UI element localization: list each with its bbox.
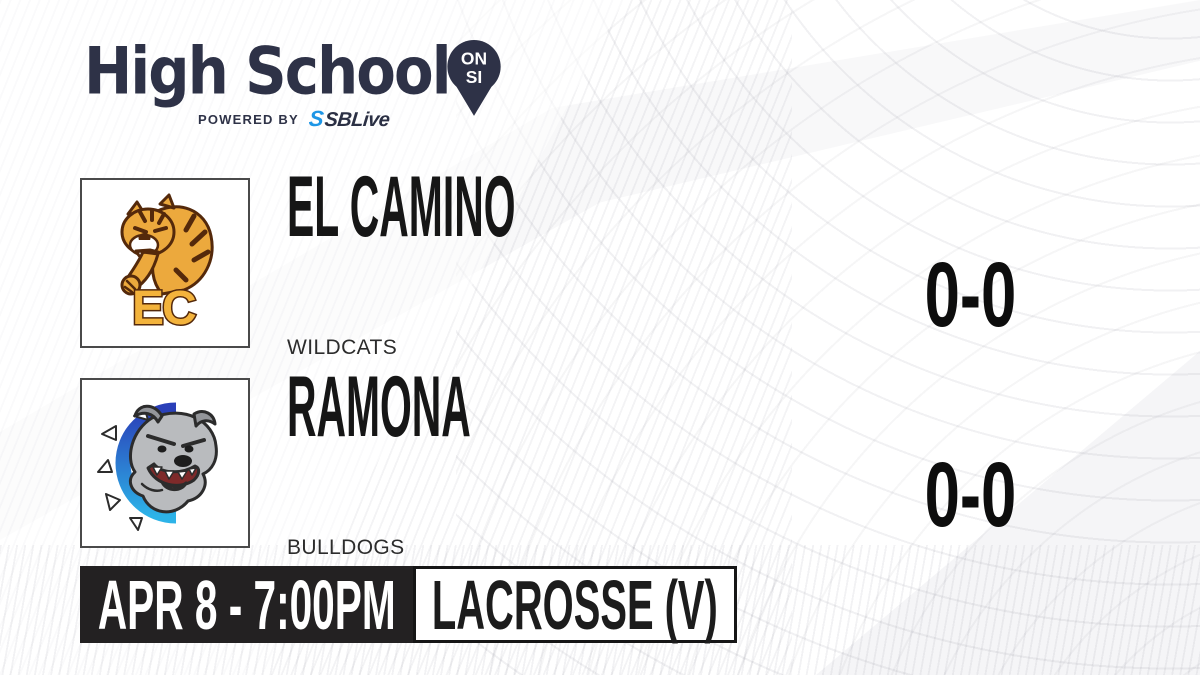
pin-text-si: SI — [466, 67, 482, 87]
team-name: EL CAMINO — [287, 159, 516, 255]
powered-by-label: POWERED BY — [198, 111, 299, 127]
sblive-logo: S SBLive — [307, 106, 391, 131]
pin-text-on: ON — [461, 49, 487, 69]
team-record: 0-0 — [924, 243, 1016, 346]
team-logo-box — [80, 378, 250, 548]
svg-text:EC: EC — [132, 282, 196, 335]
on-si-pin-icon: ON SI — [447, 40, 501, 116]
team-name: RAMONA — [287, 359, 471, 455]
datetime-label: APR 8 - 7:00PM — [97, 565, 396, 644]
ramona-bulldog-logo-icon — [97, 402, 218, 531]
team-mascot-label: BULLDOGS — [287, 536, 405, 559]
powered-by-row: POWERED BY S SBLive — [198, 106, 391, 131]
event-badge: LACROSSE (V) — [413, 566, 737, 643]
sblive-wordmark: SBLive — [323, 109, 391, 131]
team-mascot-label: WILDCATS — [287, 336, 398, 359]
event-label: LACROSSE (V) — [432, 565, 718, 644]
high-school-wordmark: High School — [84, 32, 452, 110]
el-camino-tiger-ec-logo-icon: EC — [120, 193, 214, 337]
datetime-badge: APR 8 - 7:00PM — [80, 566, 413, 643]
sblive-bolt-icon: S — [307, 106, 325, 131]
team-record: 0-0 — [924, 443, 1016, 546]
team-logo-box: EC — [80, 178, 250, 348]
